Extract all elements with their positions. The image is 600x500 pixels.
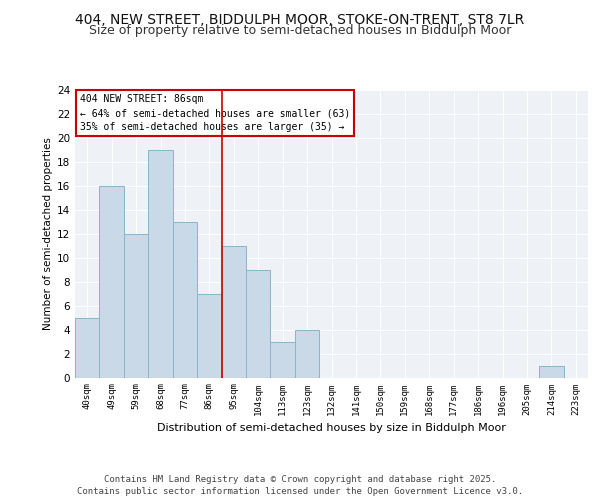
Text: Size of property relative to semi-detached houses in Biddulph Moor: Size of property relative to semi-detach… <box>89 24 511 37</box>
Bar <box>197 294 221 378</box>
Bar <box>221 246 246 378</box>
Bar <box>539 366 563 378</box>
Bar <box>173 222 197 378</box>
Text: 404, NEW STREET, BIDDULPH MOOR, STOKE-ON-TRENT, ST8 7LR: 404, NEW STREET, BIDDULPH MOOR, STOKE-ON… <box>76 12 524 26</box>
X-axis label: Distribution of semi-detached houses by size in Biddulph Moor: Distribution of semi-detached houses by … <box>157 423 506 433</box>
Bar <box>148 150 173 378</box>
Bar <box>271 342 295 378</box>
Text: Contains HM Land Registry data © Crown copyright and database right 2025.
Contai: Contains HM Land Registry data © Crown c… <box>77 475 523 496</box>
Bar <box>100 186 124 378</box>
Bar <box>124 234 148 378</box>
Text: 404 NEW STREET: 86sqm
← 64% of semi-detached houses are smaller (63)
35% of semi: 404 NEW STREET: 86sqm ← 64% of semi-deta… <box>80 94 350 132</box>
Bar <box>246 270 271 378</box>
Y-axis label: Number of semi-detached properties: Number of semi-detached properties <box>43 138 53 330</box>
Bar <box>75 318 100 378</box>
Bar <box>295 330 319 378</box>
